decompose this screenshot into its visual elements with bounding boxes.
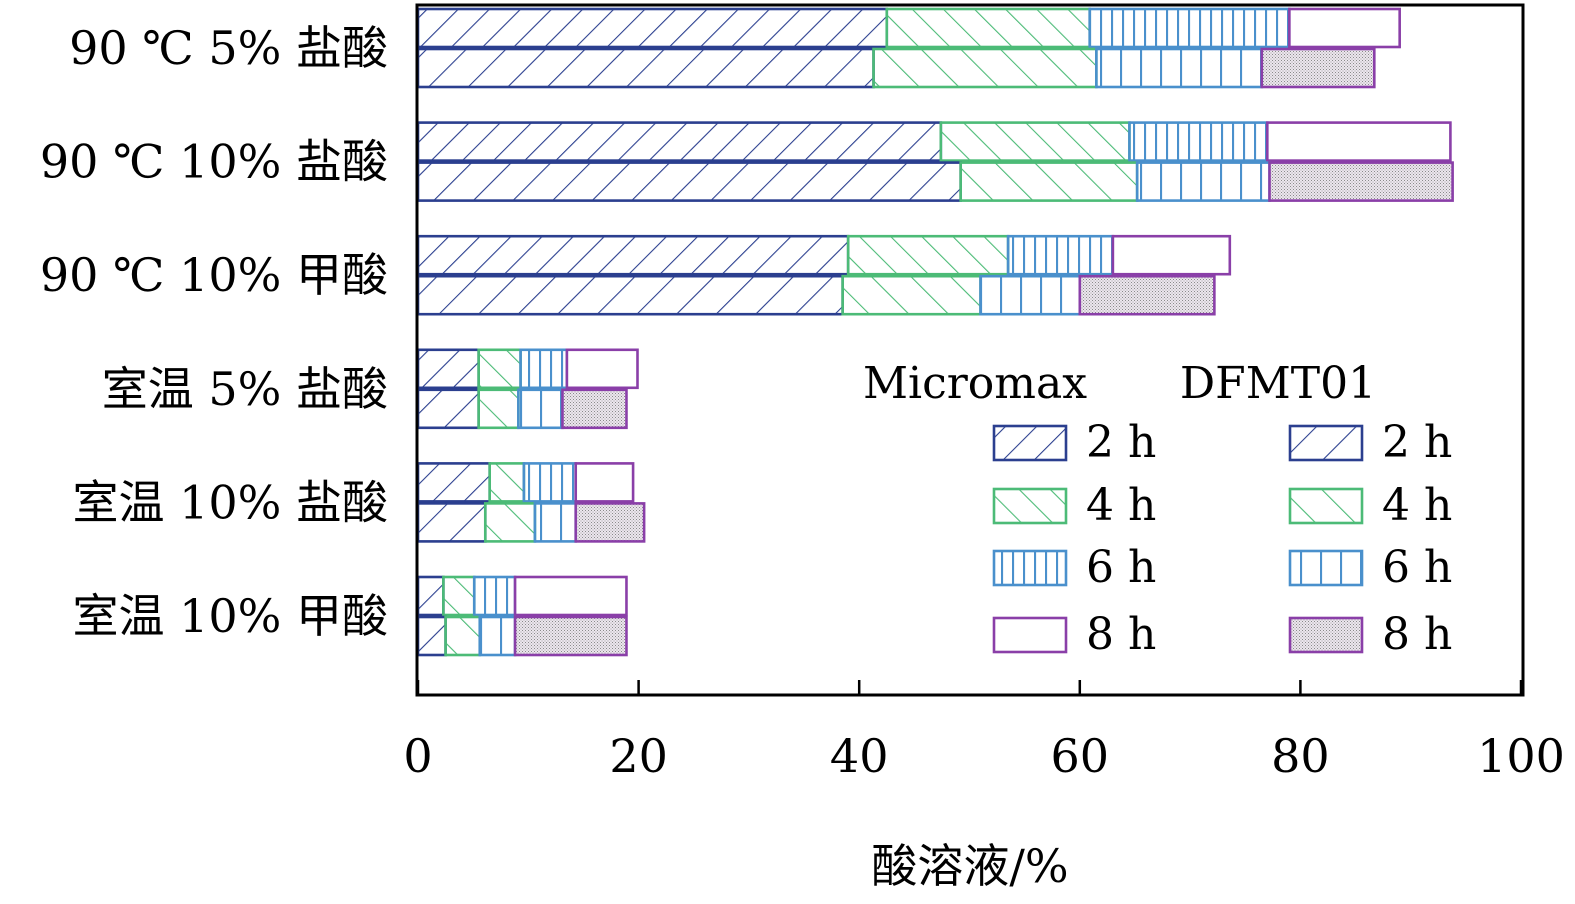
legend-swatch-micromax-6h — [992, 549, 1068, 587]
legend-item-label: 6 h — [1086, 542, 1156, 593]
bar-segment-micromax-8h — [1111, 234, 1232, 276]
legend-item-label: 6 h — [1382, 542, 1452, 593]
legend-item-label: 8 h — [1382, 609, 1452, 660]
y-category-label: 90 ℃ 10% 甲酸 — [40, 248, 388, 302]
bar-segment-dfmt01-2h — [416, 388, 480, 430]
legend-swatch-micromax-2h — [992, 424, 1068, 462]
bar-segment-micromax-6h — [1006, 234, 1115, 276]
x-axis-label: 酸溶液/% — [871, 839, 1068, 893]
bar-segment-micromax-4h — [442, 575, 476, 617]
bar-segment-micromax-6h — [472, 575, 517, 617]
bar-segment-micromax-4h — [885, 7, 1092, 49]
bar-segment-micromax-4h — [488, 462, 526, 503]
y-category-label: 90 ℃ 5% 盐酸 — [69, 21, 388, 75]
bar-segment-micromax-2h — [416, 7, 889, 49]
bar-segment-dfmt01-2h — [416, 47, 875, 89]
bar-segment-micromax-4h — [939, 121, 1131, 162]
legend-swatch-micromax-8h — [992, 616, 1068, 654]
legend-item-label: 2 h — [1382, 417, 1452, 468]
bars-layer — [416, 7, 1454, 657]
bar-segment-dfmt01-4h — [872, 47, 1098, 89]
bar-segment-micromax-2h — [416, 121, 943, 162]
bar-segment-dfmt01-2h — [416, 615, 447, 657]
bar-segment-micromax-6h — [522, 462, 578, 503]
bar-segment-micromax-8h — [1288, 7, 1401, 49]
legend-swatch-micromax-4h — [992, 487, 1068, 525]
bar-segment-dfmt01-6h — [979, 274, 1082, 316]
x-tick-label: 20 — [609, 729, 668, 783]
x-tick-label: 100 — [1477, 729, 1565, 783]
x-tick-label: 0 — [403, 729, 432, 783]
bar-segment-dfmt01-8h — [1268, 161, 1454, 202]
bar-segment-dfmt01-8h — [574, 502, 646, 543]
bar-segment-micromax-6h — [519, 348, 569, 390]
bar-segment-dfmt01-6h — [533, 502, 578, 543]
bar-segment-micromax-4h — [477, 348, 522, 390]
bar-segment-dfmt01-4h — [444, 615, 482, 657]
legend-item-label: 4 h — [1086, 480, 1156, 531]
bar-segment-micromax-6h — [1088, 7, 1291, 49]
bar-segment-dfmt01-6h — [1095, 47, 1264, 89]
x-tick-label: 60 — [1051, 729, 1110, 783]
bar-segment-micromax-2h — [416, 234, 850, 276]
bar-segment-dfmt01-8h — [561, 388, 628, 430]
plot-frame — [415, 3, 1525, 697]
y-category-label: 90 ℃ 10% 盐酸 — [40, 135, 388, 189]
y-category-label: 室温 10% 甲酸 — [73, 589, 389, 643]
bar-segment-micromax-2h — [416, 575, 445, 617]
bar-segment-dfmt01-6h — [1135, 161, 1271, 202]
bar-segment-micromax-8h — [574, 462, 635, 503]
x-tick-label: 40 — [830, 729, 889, 783]
bar-segment-dfmt01-2h — [416, 274, 844, 316]
bar-segment-dfmt01-2h — [416, 502, 487, 543]
bar-segment-dfmt01-4h — [477, 388, 520, 430]
bar-segment-dfmt01-6h — [517, 388, 564, 430]
bar-segment-micromax-2h — [416, 348, 480, 390]
legend-swatch-dfmt01-8h — [1288, 616, 1364, 654]
legend-swatch-dfmt01-6h — [1288, 549, 1364, 587]
bar-segment-micromax-6h — [1128, 121, 1269, 162]
bar-segment-dfmt01-4h — [959, 161, 1139, 202]
x-tick-label: 80 — [1271, 729, 1330, 783]
bar-segment-micromax-8h — [565, 348, 639, 390]
bar-segment-dfmt01-4h — [841, 274, 982, 316]
x-axis: 0 20 40 60 80 100 — [403, 680, 1565, 783]
legend-group-title: Micromax — [863, 358, 1087, 409]
bar-segment-dfmt01-4h — [483, 502, 537, 543]
legend-item-label: 2 h — [1086, 417, 1156, 468]
legend-item-label: 4 h — [1382, 480, 1452, 531]
bar-segment-dfmt01-6h — [478, 615, 517, 657]
bar-segment-micromax-8h — [1266, 121, 1452, 162]
bar-segment-dfmt01-2h — [416, 161, 962, 202]
bar-segment-micromax-4h — [846, 234, 1010, 276]
legend-swatch-dfmt01-4h — [1288, 487, 1364, 525]
bar-segment-micromax-8h — [513, 575, 628, 617]
legend-swatch-dfmt01-2h — [1288, 424, 1364, 462]
y-category-label: 室温 5% 盐酸 — [102, 362, 388, 416]
bar-segment-dfmt01-8h — [1078, 274, 1216, 316]
y-category-label: 室温 10% 盐酸 — [73, 475, 389, 529]
legend-group-title: DFMT01 — [1180, 358, 1376, 409]
bar-segment-dfmt01-8h — [1260, 47, 1376, 89]
legend-item-label: 8 h — [1086, 609, 1156, 660]
bar-segment-dfmt01-8h — [513, 615, 628, 657]
bar-segment-micromax-2h — [416, 462, 491, 503]
